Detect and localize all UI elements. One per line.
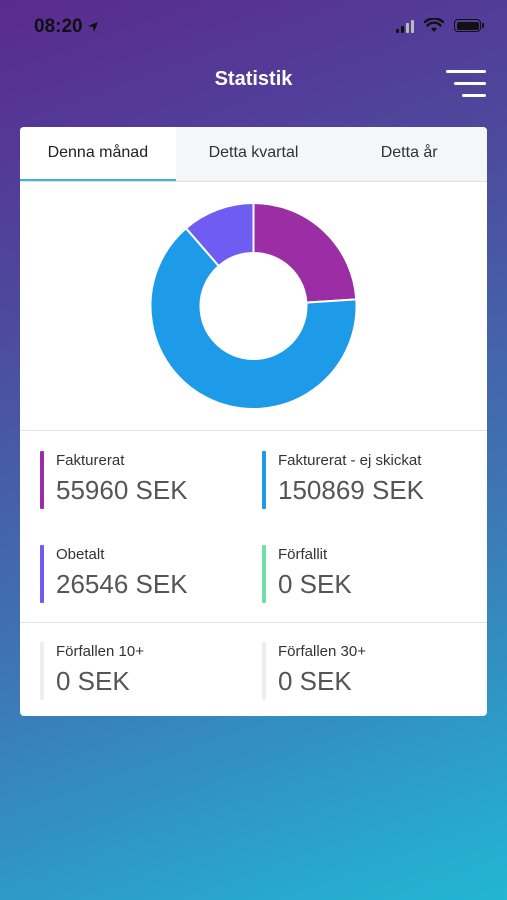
donut-slice-unpaid	[184, 201, 255, 268]
page-title: Statistik	[214, 68, 293, 90]
stat-value: 0 SEK	[278, 666, 352, 696]
stat-color-bar	[262, 451, 266, 509]
donut-slice-invoiced	[252, 201, 358, 304]
period-tabs: Denna månad Detta kvartal Detta år	[20, 127, 487, 182]
stat-overdue: Förfallit 0 SEK	[262, 545, 462, 605]
wifi-icon	[424, 18, 444, 32]
stat-value: 26546 SEK	[56, 569, 188, 599]
stat-label: Obetalt	[56, 546, 105, 563]
stat-value: 0 SEK	[278, 569, 352, 599]
cellular-signal-icon	[396, 19, 414, 33]
stat-color-bar	[262, 642, 266, 700]
stat-value: 150869 SEK	[278, 475, 425, 505]
stat-overdue-30: Förfallen 30+ 0 SEK	[262, 642, 462, 702]
statistics-card: Denna månad Detta kvartal Detta år Faktu…	[20, 127, 487, 716]
stat-label: Fakturerat	[56, 452, 125, 469]
donut-chart-area	[20, 182, 487, 431]
stat-value: 55960 SEK	[56, 475, 188, 505]
stat-label: Förfallit	[278, 546, 328, 563]
stat-invoiced: Fakturerat 55960 SEK	[40, 451, 240, 511]
tab-this-quarter[interactable]: Detta kvartal	[208, 144, 299, 161]
donut-slice-invoiced-not-sent	[149, 226, 358, 410]
stat-overdue-10: Förfallen 10+ 0 SEK	[40, 642, 240, 702]
stat-color-bar	[40, 642, 44, 700]
stat-color-bar	[40, 451, 44, 509]
stat-unpaid: Obetalt 26546 SEK	[40, 545, 240, 605]
stat-color-bar	[262, 545, 266, 603]
status-bar: 08:20	[0, 0, 507, 58]
tab-this-month[interactable]: Denna månad	[20, 127, 176, 181]
divider	[20, 622, 487, 623]
location-arrow-icon	[87, 22, 98, 32]
clock-text: 08:20	[34, 16, 83, 37]
stat-invoiced-not-sent: Fakturerat - ej skickat 150869 SEK	[262, 451, 462, 511]
status-time: 08:20	[34, 16, 99, 38]
hamburger-menu-icon[interactable]	[446, 70, 486, 100]
stat-color-bar	[40, 545, 44, 603]
stat-label: Fakturerat - ej skickat	[278, 452, 422, 469]
stat-label: Förfallen 30+	[278, 643, 366, 660]
stat-value: 0 SEK	[56, 666, 130, 696]
donut-chart	[149, 201, 358, 410]
battery-icon	[454, 19, 484, 32]
stat-label: Förfallen 10+	[56, 643, 144, 660]
tab-this-year[interactable]: Detta år	[380, 144, 438, 161]
status-icons	[396, 18, 484, 33]
